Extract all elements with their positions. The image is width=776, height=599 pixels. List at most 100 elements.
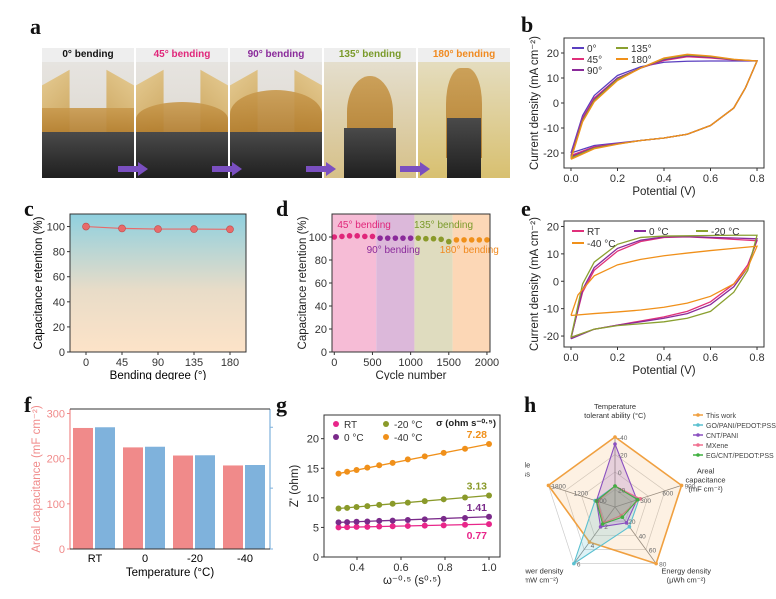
radar-point bbox=[546, 483, 551, 488]
data-point bbox=[440, 496, 447, 503]
region-label: 135° bending bbox=[414, 220, 473, 231]
y-tick-label: 20 bbox=[307, 434, 319, 446]
data-point bbox=[404, 499, 411, 506]
data-point bbox=[404, 517, 411, 524]
y-tick-label: 200 bbox=[47, 454, 65, 466]
radar-axis-label: Power density bbox=[525, 567, 564, 576]
region-bg bbox=[376, 214, 415, 352]
data-point bbox=[389, 459, 396, 466]
legend-label: EG/CNT/PEDOT:PSS bbox=[706, 453, 774, 460]
data-point bbox=[421, 522, 428, 529]
cv-curve-0C bbox=[570, 235, 758, 340]
data-point bbox=[339, 233, 345, 240]
x-tick-label: 0.8 bbox=[749, 352, 764, 364]
y-tick-label: 100 bbox=[47, 222, 65, 234]
radar-spoke bbox=[548, 484, 616, 508]
x-tick-label: 0.6 bbox=[703, 352, 718, 364]
legend-marker bbox=[696, 443, 700, 447]
x-tick-label: 45 bbox=[116, 357, 128, 369]
arrow-icon bbox=[306, 162, 336, 176]
radar-tick-label: 300 bbox=[640, 498, 651, 505]
data-point bbox=[82, 222, 90, 231]
x-tick-label: 180 bbox=[221, 357, 239, 369]
y-tick-label: 20 bbox=[547, 221, 559, 233]
radar-spoke bbox=[614, 484, 682, 508]
x-tick-label: 0 bbox=[83, 357, 89, 369]
data-point bbox=[423, 235, 429, 242]
y-tick-label: 10 bbox=[547, 249, 559, 261]
panel-label-g: g bbox=[276, 392, 287, 417]
data-point bbox=[462, 521, 469, 528]
radar-grid bbox=[564, 454, 666, 550]
y-axis-label: Z' (ohm) bbox=[289, 465, 301, 508]
y-axis-label: Areal capacitance (mF cm⁻²) bbox=[31, 405, 43, 552]
y-tick-label: 80 bbox=[315, 255, 327, 267]
radar-axis-label: capacitance bbox=[686, 475, 726, 484]
y-tick-label: 10 bbox=[307, 493, 319, 505]
data-point bbox=[364, 518, 371, 525]
data-point bbox=[376, 501, 383, 508]
radar-point bbox=[594, 499, 599, 503]
plot-background bbox=[70, 214, 246, 352]
legend-label: MXene bbox=[706, 443, 728, 450]
y-tick-label: 0 bbox=[59, 544, 65, 556]
x-tick-label: 135 bbox=[185, 357, 203, 369]
data-point bbox=[440, 515, 447, 522]
data-point bbox=[461, 237, 467, 243]
y-axis-label: Capacitance retention (%) bbox=[297, 216, 309, 349]
radar-series-gopanipedotpss bbox=[572, 485, 640, 565]
radar-tick-label: 600 bbox=[662, 491, 673, 498]
data-point bbox=[353, 523, 360, 530]
y-tick-label: 100 bbox=[47, 499, 65, 511]
legend-label: 90° bbox=[587, 66, 602, 77]
y-axis-label: Current density (mA cm⁻²) bbox=[529, 36, 541, 170]
data-point bbox=[440, 449, 447, 456]
panel-label-a: a bbox=[30, 14, 41, 39]
plot-frame bbox=[69, 213, 247, 353]
chart-f-areal-capacitance: RT0-20-400100200300050100Temperature (°C… bbox=[31, 405, 273, 579]
data-point bbox=[421, 453, 428, 460]
data-point bbox=[468, 237, 475, 243]
radar-tick-label: 80 bbox=[659, 562, 667, 569]
chart-d-retention-cycles: 0 500 1000 1500 2000 0 20 40 60 80 100 Cycle number… bbox=[297, 213, 499, 380]
radar-tick-label: 20 bbox=[628, 519, 636, 526]
y-tick-label: 0 bbox=[321, 347, 327, 359]
chart-c-retention-bending: 0 45 90 135 180 0 20 40 60 80 100 Bending degree (°… bbox=[33, 213, 247, 380]
data-point bbox=[462, 514, 469, 521]
legend-marker bbox=[696, 433, 700, 437]
radar-tick-label: 2 bbox=[604, 524, 608, 531]
data-point bbox=[364, 464, 371, 471]
y-tick-label: 80 bbox=[53, 247, 65, 259]
photo-90-bending: 90° bending bbox=[230, 48, 322, 178]
x-tick-label: 0 bbox=[142, 553, 148, 565]
legend-label: RT bbox=[587, 227, 600, 238]
radar-axis-label: Electrode bbox=[525, 460, 530, 469]
radar-axis-label: (μWh cm⁻²) bbox=[667, 576, 707, 585]
legend-label: 0 °C bbox=[344, 433, 364, 444]
y-tick-label: 0 bbox=[553, 276, 559, 288]
region-bg bbox=[332, 214, 377, 352]
y-tick-label: -20 bbox=[543, 148, 559, 160]
radar-point bbox=[613, 435, 617, 439]
radar-point bbox=[654, 561, 658, 566]
y-tick-label: 60 bbox=[315, 278, 327, 290]
bar-areal-capacitance bbox=[73, 427, 93, 549]
plot-frame bbox=[331, 213, 491, 353]
data-point bbox=[486, 513, 492, 520]
photo-caption: 0° bending bbox=[42, 48, 134, 62]
bar-capacitance-retention bbox=[145, 446, 165, 549]
radar-point bbox=[598, 525, 603, 529]
legend-label: -20 °C bbox=[394, 420, 422, 431]
radar-tick-label: 60 bbox=[649, 547, 657, 554]
data-point bbox=[154, 225, 162, 233]
data-point bbox=[384, 235, 391, 241]
data-point bbox=[453, 237, 460, 243]
data-point bbox=[344, 504, 351, 511]
x-tick-label: 0 bbox=[331, 357, 337, 369]
bar-capacitance-retention bbox=[195, 455, 215, 549]
radar-point bbox=[624, 521, 629, 525]
x-tick-label: 0.0 bbox=[563, 352, 578, 364]
sigma-label: 7.28 bbox=[467, 429, 488, 441]
legend-marker bbox=[383, 434, 389, 440]
